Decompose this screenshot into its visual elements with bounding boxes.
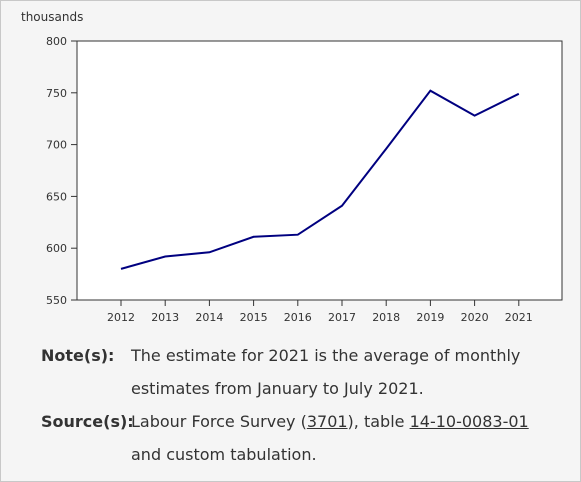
source-label: Source(s):	[41, 412, 134, 431]
x-tick-label: 2013	[151, 311, 179, 324]
y-tick-label: 600	[46, 242, 67, 255]
series-line	[120, 89, 520, 270]
y-tick-label: 650	[46, 190, 67, 203]
note-row: Note(s): The estimate for 2021 is the av…	[41, 339, 561, 405]
y-tick-label: 750	[46, 87, 67, 100]
x-tick-label: 2020	[461, 311, 489, 324]
y-tick-label: 700	[46, 139, 67, 152]
note-text: The estimate for 2021 is the average of …	[131, 346, 521, 398]
plot-area	[76, 40, 563, 301]
x-tick-label: 2021	[505, 311, 533, 324]
series-group	[120, 89, 520, 270]
x-tick-label: 2016	[284, 311, 312, 324]
table-link[interactable]: 14-10-0083-01	[409, 412, 529, 431]
x-axis: 2012 2013 2014 2015 2016 2017 2018 2019 2020 2021	[107, 300, 533, 324]
survey-link[interactable]: 3701	[306, 412, 348, 431]
x-tick-label: 2015	[240, 311, 268, 324]
x-tick-label: 2017	[328, 311, 356, 324]
x-tick-label: 2019	[416, 311, 444, 324]
source-text: Labour Force Survey (3701), table 14-10-…	[131, 405, 561, 471]
y-axis-label: thousands	[21, 10, 83, 24]
source-prefix: Labour Force Survey (	[131, 412, 307, 431]
source-suffix: and custom tabulation.	[131, 445, 317, 464]
y-axis: 550 600 650 700 750 800	[46, 35, 77, 307]
x-tick-label: 2018	[372, 311, 400, 324]
y-tick-label: 550	[46, 294, 67, 307]
x-tick-label: 2012	[107, 311, 135, 324]
note-label: Note(s):	[41, 346, 115, 365]
notes-section: Note(s): The estimate for 2021 is the av…	[41, 339, 561, 471]
source-middle: ), table	[347, 412, 410, 431]
x-tick-label: 2014	[195, 311, 223, 324]
source-row: Source(s): Labour Force Survey (3701), t…	[41, 405, 561, 471]
y-tick-label: 800	[46, 35, 67, 48]
